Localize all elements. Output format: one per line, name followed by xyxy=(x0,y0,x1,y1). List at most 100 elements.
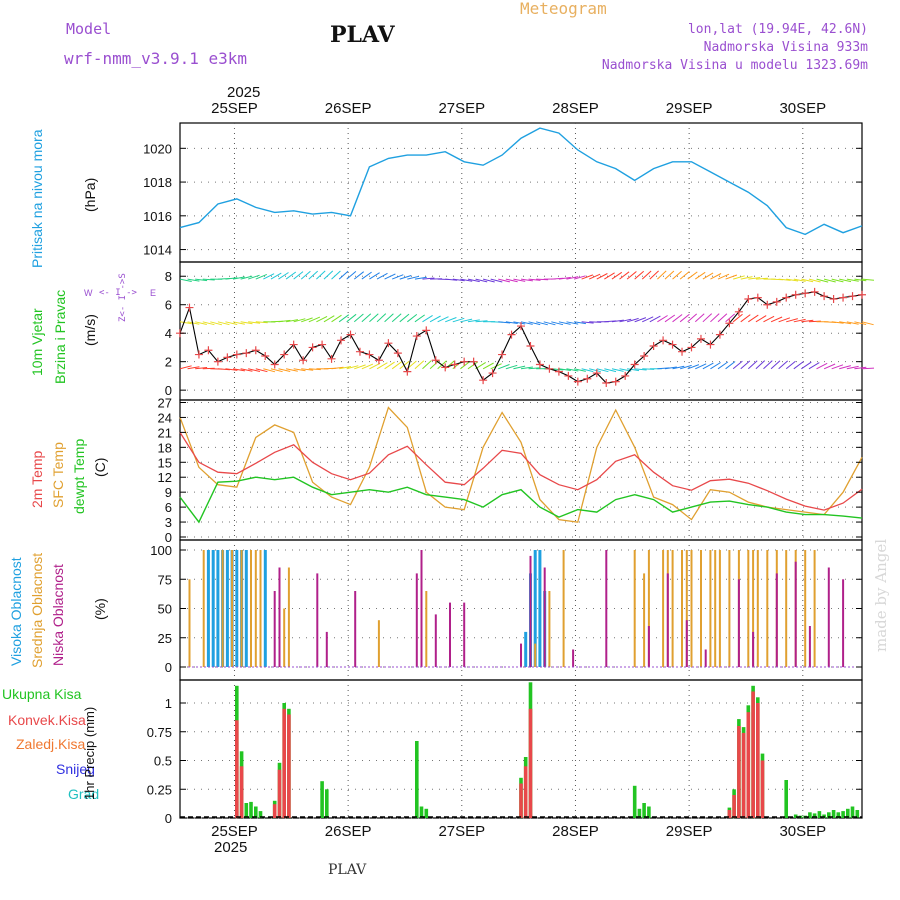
panel-frame-1 xyxy=(179,261,863,401)
wind-gust-marker xyxy=(337,336,346,345)
mid-cloud-bar xyxy=(752,550,755,667)
precip-total-bar xyxy=(827,812,831,819)
wind-arrow xyxy=(308,270,319,280)
wind-arrow xyxy=(778,278,791,281)
wind-arrow xyxy=(596,273,608,280)
wind-arrow xyxy=(285,319,298,323)
precip-conv-bar xyxy=(751,691,755,818)
wind-arrow xyxy=(755,277,768,280)
wind-gust-marker xyxy=(242,349,251,358)
precip-total-bar xyxy=(808,812,812,819)
low-cloud-bar xyxy=(278,567,281,667)
mid-cloud-bar xyxy=(283,608,286,667)
wind-arrow xyxy=(498,278,511,283)
wind-arrow xyxy=(733,275,745,280)
y-tick-label: 0.75 xyxy=(147,725,172,740)
wind-arrow xyxy=(732,313,743,323)
wind-title-2: Brzina i Pravac xyxy=(52,289,68,384)
y-tick-label: 1 xyxy=(165,696,172,711)
wind-arrow xyxy=(861,367,875,370)
wind-arrow xyxy=(422,277,435,280)
precip-conv-bar xyxy=(239,766,244,819)
wind-arrow xyxy=(831,321,844,324)
precip-legend-hail: Grad xyxy=(68,786,100,802)
low-cloud-bar xyxy=(605,550,608,667)
sfc-temp-line xyxy=(179,406,863,523)
wind-arrow xyxy=(816,362,828,370)
wind-arrow xyxy=(505,364,518,370)
mid-cloud-bar xyxy=(377,620,380,667)
cloud-label-mid: Srednja Oblacnost xyxy=(29,552,45,668)
mid-cloud-bar xyxy=(804,550,807,667)
wind-gust-marker xyxy=(839,293,848,302)
wind-arrow xyxy=(331,270,341,280)
precip-total-bar xyxy=(647,806,651,818)
wind-arrow xyxy=(407,314,418,323)
mid-cloud-bar xyxy=(202,550,205,667)
wind-gust-marker xyxy=(810,287,819,296)
wind-arrow xyxy=(445,278,458,281)
wind-arrow xyxy=(747,360,758,370)
wind-arrow xyxy=(414,276,427,280)
wind-arrow xyxy=(422,314,433,323)
wind-arrow xyxy=(346,365,359,370)
precip-legend-total: Ukupna Kisa xyxy=(2,686,82,702)
wind-arrow xyxy=(248,274,260,280)
wind-arrow xyxy=(520,321,533,325)
precip-unit: 1hr Precip (mm) xyxy=(82,706,97,800)
y-tick-label: 25 xyxy=(158,631,172,646)
wind-arrow xyxy=(558,368,571,371)
mid-cloud-bar xyxy=(747,550,750,667)
wind-arrow xyxy=(641,270,652,280)
wind-arrow xyxy=(240,275,253,280)
precip-total-bar xyxy=(258,811,263,818)
wind-arrow xyxy=(770,316,783,323)
high-cloud-bar xyxy=(216,550,220,667)
panel-frames xyxy=(179,122,863,819)
wind-arrow xyxy=(301,317,313,323)
low-cloud-bar xyxy=(775,573,778,667)
y-tick-label: 1020 xyxy=(143,141,172,156)
wind-gust-marker xyxy=(602,379,611,388)
wind-arrow xyxy=(611,368,624,372)
y-tick-label: 50 xyxy=(158,602,172,617)
chart-marks xyxy=(176,127,875,819)
wind-arrow xyxy=(664,270,675,280)
wind-gust-marker xyxy=(346,330,355,339)
wind-arrow xyxy=(460,278,473,282)
y-tick-label: 12 xyxy=(158,470,172,485)
wind-arrow xyxy=(513,365,526,370)
precip-conv-bar xyxy=(287,714,291,818)
low-cloud-bar xyxy=(794,561,797,667)
wind-arrow xyxy=(263,368,276,373)
wind-arrow xyxy=(270,368,283,373)
low-cloud-bar xyxy=(354,591,357,667)
wind-arrow xyxy=(657,270,667,280)
wind-arrow xyxy=(793,278,806,282)
y-tick-label: 1016 xyxy=(143,209,172,224)
wind-gust-marker xyxy=(772,297,781,306)
wind-arrow xyxy=(391,313,402,323)
mid-cloud-bar xyxy=(231,550,234,667)
wind-arrow xyxy=(536,278,549,281)
low-cloud-bar xyxy=(316,573,319,667)
wind-arrow xyxy=(649,315,661,323)
wind-arrow xyxy=(679,364,692,370)
wind-gust-marker xyxy=(545,364,554,373)
mid-cloud-bar xyxy=(728,550,731,667)
wind-arrow xyxy=(672,365,685,370)
top-year: 2025 xyxy=(227,84,261,101)
wind-gust-marker xyxy=(355,347,364,356)
wind-arrow xyxy=(308,316,321,323)
wind-arrow xyxy=(702,313,713,323)
wind-arrow xyxy=(672,314,683,323)
wind-arrow xyxy=(589,321,602,323)
wind-arrow xyxy=(854,366,867,370)
wind-arrow xyxy=(520,278,533,282)
grid-lines xyxy=(180,123,862,819)
low-cloud-bar xyxy=(685,620,688,667)
wind-arrow xyxy=(710,362,721,370)
high-cloud-bar xyxy=(225,550,229,667)
high-cloud-bar xyxy=(524,631,528,667)
low-cloud-bar xyxy=(420,550,423,667)
